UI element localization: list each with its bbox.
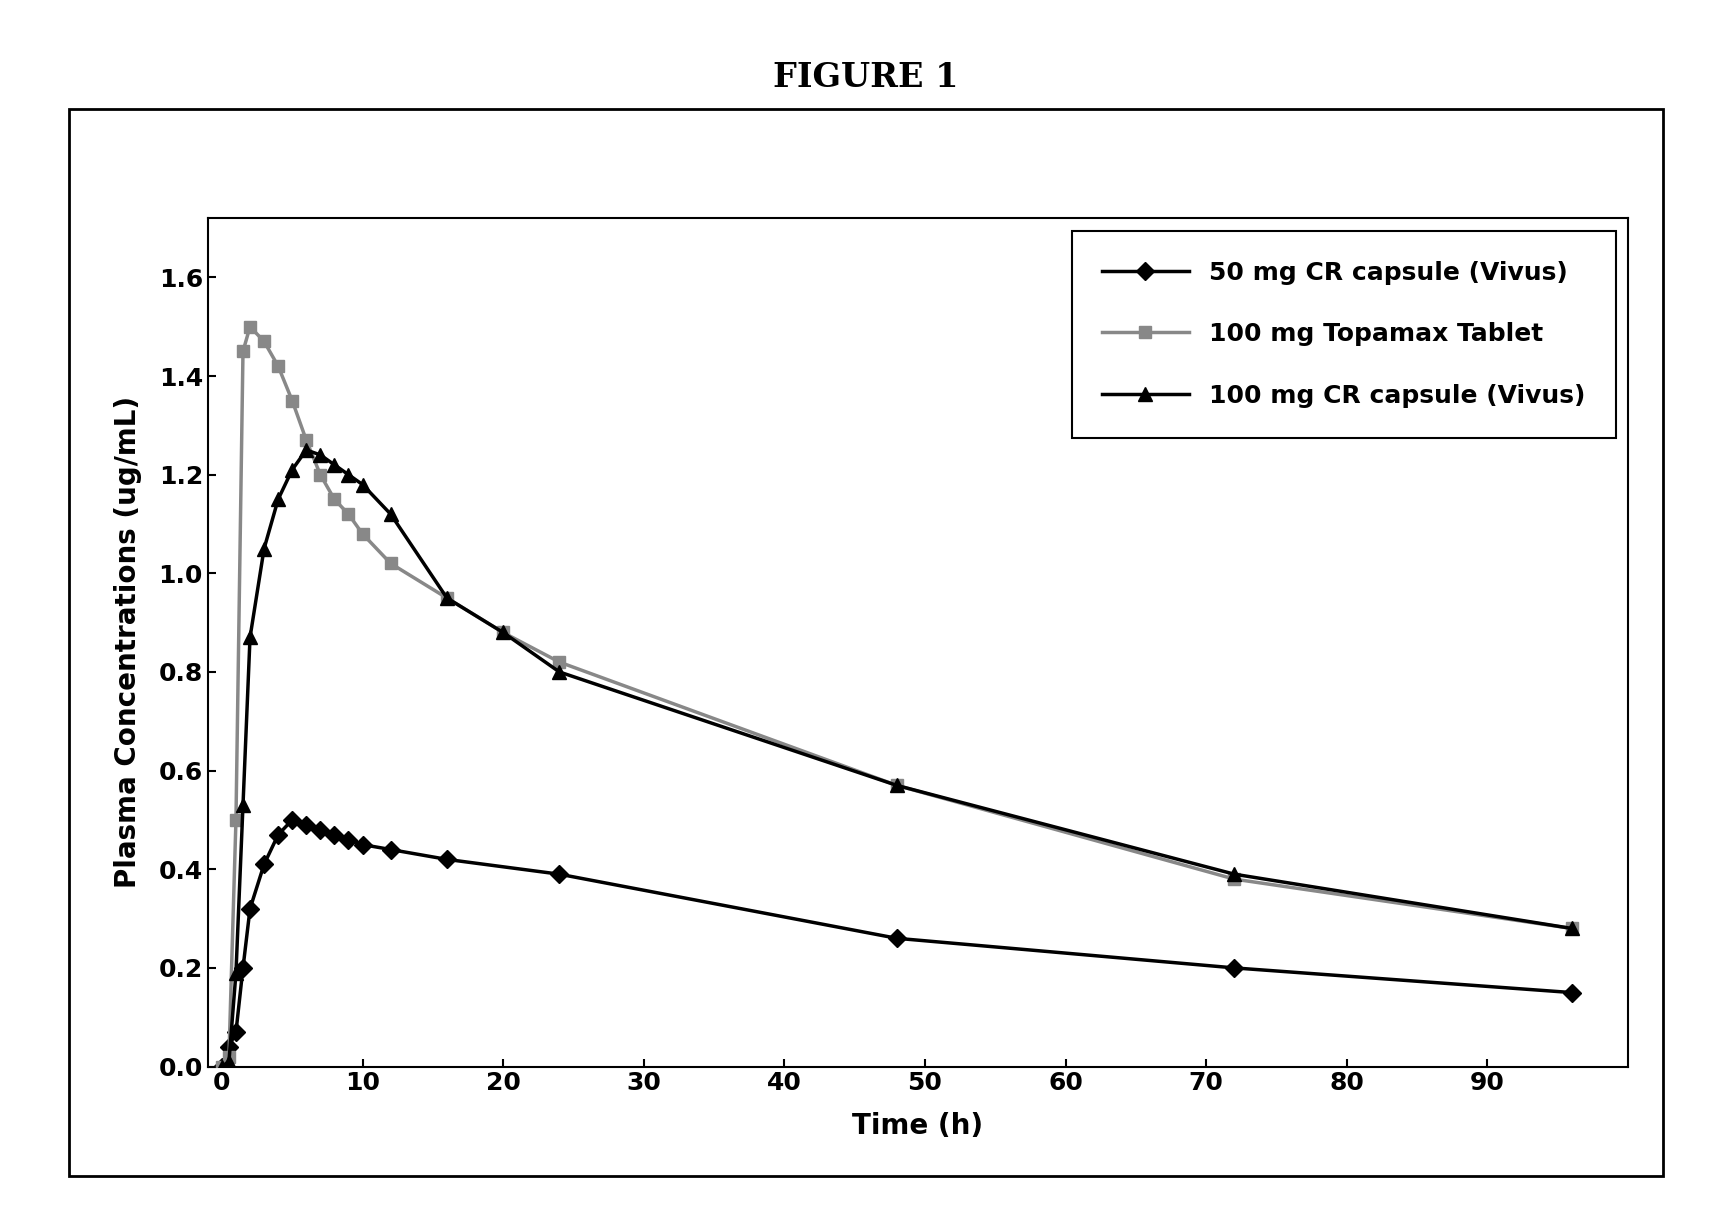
100 mg CR capsule (Vivus): [282, 463, 303, 478]
Line: 50 mg CR capsule (Vivus): 50 mg CR capsule (Vivus): [216, 813, 1578, 1073]
100 mg CR capsule (Vivus): [436, 590, 457, 605]
100 mg Topamax Tablet: [225, 813, 246, 828]
Legend: 50 mg CR capsule (Vivus), 100 mg Topamax Tablet, 100 mg CR capsule (Vivus): 50 mg CR capsule (Vivus), 100 mg Topamax…: [1072, 230, 1616, 438]
100 mg Topamax Tablet: [268, 359, 289, 373]
50 mg CR capsule (Vivus): [1562, 985, 1583, 1000]
50 mg CR capsule (Vivus): [239, 902, 260, 916]
50 mg CR capsule (Vivus): [211, 1059, 232, 1074]
50 mg CR capsule (Vivus): [296, 818, 317, 833]
50 mg CR capsule (Vivus): [225, 1025, 246, 1040]
100 mg CR capsule (Vivus): [381, 507, 402, 521]
50 mg CR capsule (Vivus): [282, 813, 303, 828]
100 mg CR capsule (Vivus): [338, 468, 359, 482]
100 mg Topamax Tablet: [1562, 921, 1583, 936]
50 mg CR capsule (Vivus): [310, 823, 331, 837]
50 mg CR capsule (Vivus): [232, 961, 253, 976]
100 mg CR capsule (Vivus): [1562, 921, 1583, 936]
100 mg CR capsule (Vivus): [268, 492, 289, 507]
100 mg Topamax Tablet: [381, 556, 402, 571]
100 mg Topamax Tablet: [324, 492, 345, 507]
100 mg CR capsule (Vivus): [225, 966, 246, 981]
100 mg CR capsule (Vivus): [352, 478, 372, 492]
100 mg CR capsule (Vivus): [310, 447, 331, 462]
100 mg CR capsule (Vivus): [324, 457, 345, 471]
100 mg Topamax Tablet: [296, 433, 317, 447]
100 mg Topamax Tablet: [549, 654, 570, 669]
100 mg Topamax Tablet: [352, 526, 372, 541]
50 mg CR capsule (Vivus): [887, 931, 908, 945]
100 mg Topamax Tablet: [282, 394, 303, 408]
100 mg CR capsule (Vivus): [211, 1059, 232, 1074]
50 mg CR capsule (Vivus): [381, 842, 402, 857]
50 mg CR capsule (Vivus): [253, 857, 274, 871]
100 mg CR capsule (Vivus): [218, 1054, 239, 1069]
100 mg CR capsule (Vivus): [239, 630, 260, 645]
100 mg Topamax Tablet: [232, 344, 253, 359]
50 mg CR capsule (Vivus): [1225, 961, 1245, 976]
100 mg CR capsule (Vivus): [232, 797, 253, 812]
50 mg CR capsule (Vivus): [324, 828, 345, 842]
100 mg Topamax Tablet: [887, 778, 908, 793]
X-axis label: Time (h): Time (h): [852, 1113, 984, 1140]
100 mg Topamax Tablet: [211, 1059, 232, 1074]
Line: 100 mg CR capsule (Vivus): 100 mg CR capsule (Vivus): [215, 444, 1580, 1074]
100 mg Topamax Tablet: [239, 320, 260, 335]
100 mg CR capsule (Vivus): [1225, 867, 1245, 881]
100 mg Topamax Tablet: [1225, 871, 1245, 886]
50 mg CR capsule (Vivus): [338, 833, 359, 847]
50 mg CR capsule (Vivus): [549, 867, 570, 881]
50 mg CR capsule (Vivus): [218, 1040, 239, 1054]
100 mg Topamax Tablet: [310, 468, 331, 482]
100 mg CR capsule (Vivus): [253, 542, 274, 556]
Y-axis label: Plasma Concentrations (ug/mL): Plasma Concentrations (ug/mL): [114, 396, 142, 888]
100 mg Topamax Tablet: [492, 625, 513, 640]
100 mg Topamax Tablet: [218, 1050, 239, 1064]
100 mg CR capsule (Vivus): [296, 442, 317, 457]
50 mg CR capsule (Vivus): [436, 852, 457, 867]
100 mg CR capsule (Vivus): [887, 778, 908, 793]
Text: FIGURE 1: FIGURE 1: [772, 61, 960, 93]
Line: 100 mg Topamax Tablet: 100 mg Topamax Tablet: [216, 320, 1578, 1073]
100 mg Topamax Tablet: [253, 335, 274, 349]
50 mg CR capsule (Vivus): [268, 828, 289, 842]
100 mg Topamax Tablet: [436, 590, 457, 605]
50 mg CR capsule (Vivus): [352, 837, 372, 852]
100 mg Topamax Tablet: [338, 507, 359, 521]
100 mg CR capsule (Vivus): [492, 625, 513, 640]
100 mg CR capsule (Vivus): [549, 664, 570, 679]
